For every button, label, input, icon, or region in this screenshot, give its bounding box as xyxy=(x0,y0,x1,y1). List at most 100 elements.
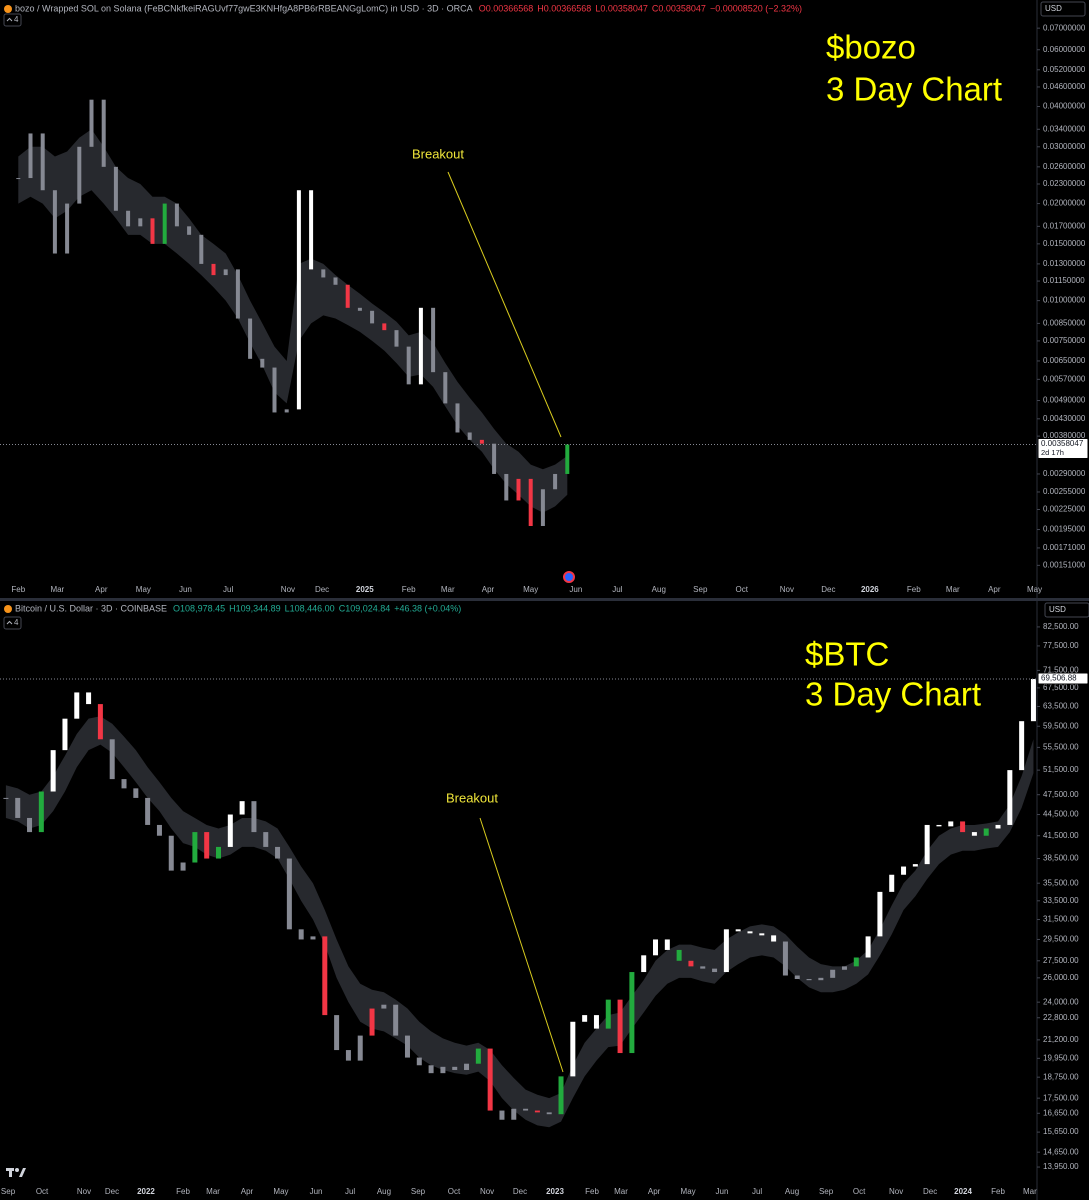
y-tick-label: 51,500.00 xyxy=(1043,765,1079,774)
candle xyxy=(523,1108,529,1111)
candle xyxy=(983,828,989,836)
candle xyxy=(168,835,174,871)
y-tick-label: 31,500.00 xyxy=(1043,915,1079,924)
candle xyxy=(534,1110,540,1113)
candle xyxy=(50,750,56,792)
candle xyxy=(723,929,729,973)
x-tick-label: Oct xyxy=(36,1187,49,1196)
candle xyxy=(464,1063,470,1070)
y-tick-label: 0.00151000 xyxy=(1043,560,1086,569)
event-badge xyxy=(563,571,575,583)
candle xyxy=(223,269,228,276)
y-tick-label: 0.01700000 xyxy=(1043,221,1086,230)
candle xyxy=(16,178,21,180)
x-tick-label: May xyxy=(523,585,538,594)
candle xyxy=(334,1015,340,1051)
candle xyxy=(553,473,558,490)
candle xyxy=(345,1050,351,1061)
candle xyxy=(759,933,765,936)
candle xyxy=(296,190,301,410)
x-tick-label: Apr xyxy=(648,1187,661,1196)
x-tick-label: Feb xyxy=(402,585,416,594)
annotation-line xyxy=(447,171,562,438)
ohlc-value: +46.38 (+0.04%) xyxy=(394,603,461,613)
y-tick-label: 59,500.00 xyxy=(1043,721,1079,730)
x-tick-label: Aug xyxy=(377,1187,391,1196)
x-tick-label: Nov xyxy=(281,585,295,594)
x-tick-label: Jun xyxy=(179,585,192,594)
candle xyxy=(570,1021,576,1077)
candle xyxy=(174,203,179,227)
x-tick-label: Dec xyxy=(923,1187,937,1196)
x-tick-label: May xyxy=(273,1187,288,1196)
candle xyxy=(394,330,399,347)
last-price-label: 0.00358047 xyxy=(1041,439,1084,448)
x-tick-label: Jun xyxy=(310,1187,323,1196)
last-price-label: 69,506.88 xyxy=(1041,674,1077,683)
headline: 3 Day Chart xyxy=(805,676,981,713)
x-tick-label: Sep xyxy=(411,1187,426,1196)
candle xyxy=(1019,721,1025,771)
candle xyxy=(211,263,216,276)
candle xyxy=(393,1004,399,1036)
x-tick-label: Mar xyxy=(614,1187,628,1196)
y-tick-label: 16,650.00 xyxy=(1043,1108,1079,1117)
candle xyxy=(901,866,907,875)
y-tick-label: 18,750.00 xyxy=(1043,1072,1079,1081)
x-tick-label: May xyxy=(681,1187,696,1196)
y-tick-label: 0.00290000 xyxy=(1043,469,1086,478)
candle xyxy=(187,226,192,235)
candle xyxy=(443,372,448,404)
x-tick-label: Mar xyxy=(50,585,64,594)
candle xyxy=(27,817,33,833)
candle xyxy=(452,1066,458,1070)
candle xyxy=(565,444,570,474)
candle xyxy=(431,307,436,373)
x-tick-label: Apr xyxy=(95,585,108,594)
candle xyxy=(248,318,253,359)
ohlc-value: −0.00008520 (−2.32%) xyxy=(710,3,802,13)
y-tick-label: 0.04600000 xyxy=(1043,82,1086,91)
candle xyxy=(298,929,304,940)
x-tick-label: Oct xyxy=(736,585,749,594)
candle xyxy=(309,190,314,270)
annotation-line xyxy=(479,817,564,1073)
y-tick-label: 27,500.00 xyxy=(1043,956,1079,965)
candle xyxy=(357,1035,363,1061)
x-tick-label: Nov xyxy=(480,1187,494,1196)
pane-separator xyxy=(0,598,1089,601)
x-tick-label: Aug xyxy=(785,1187,799,1196)
candle xyxy=(1007,770,1013,825)
x-tick-label: Mar xyxy=(1023,1187,1037,1196)
y-tick-label: 0.00430000 xyxy=(1043,414,1086,423)
x-tick-label: Nov xyxy=(889,1187,903,1196)
candle xyxy=(806,979,812,981)
chevron xyxy=(6,620,13,625)
y-tick-label: 0.05200000 xyxy=(1043,65,1086,74)
y-tick-label: 13,950.00 xyxy=(1043,1162,1079,1171)
y-tick-label: 19,950.00 xyxy=(1043,1053,1079,1062)
x-tick-label: Jul xyxy=(223,585,233,594)
candle xyxy=(199,234,204,264)
candle xyxy=(582,1015,588,1022)
y-tick-label: 55,500.00 xyxy=(1043,743,1079,752)
y-tick-label: 0.00490000 xyxy=(1043,396,1086,405)
candle xyxy=(40,133,45,191)
indicator-toggle xyxy=(3,616,22,630)
candle xyxy=(676,949,682,961)
x-tick-label: Apr xyxy=(482,585,495,594)
ohlc-value: O0.00366568 xyxy=(479,3,534,13)
x-tick-label: Sep xyxy=(819,1187,834,1196)
chevron xyxy=(6,17,13,22)
y-tick-label: 24,000.00 xyxy=(1043,997,1079,1006)
candle xyxy=(818,977,824,981)
candle xyxy=(150,218,155,244)
currency-label: USD xyxy=(1049,605,1066,614)
indicator-count: 4 xyxy=(14,618,19,627)
x-tick-label: Feb xyxy=(585,1187,599,1196)
candle xyxy=(688,960,694,967)
symbol-icon xyxy=(4,605,12,613)
candle xyxy=(381,1004,387,1009)
y-tick-label: 0.00255000 xyxy=(1043,487,1086,496)
candle xyxy=(479,439,484,444)
